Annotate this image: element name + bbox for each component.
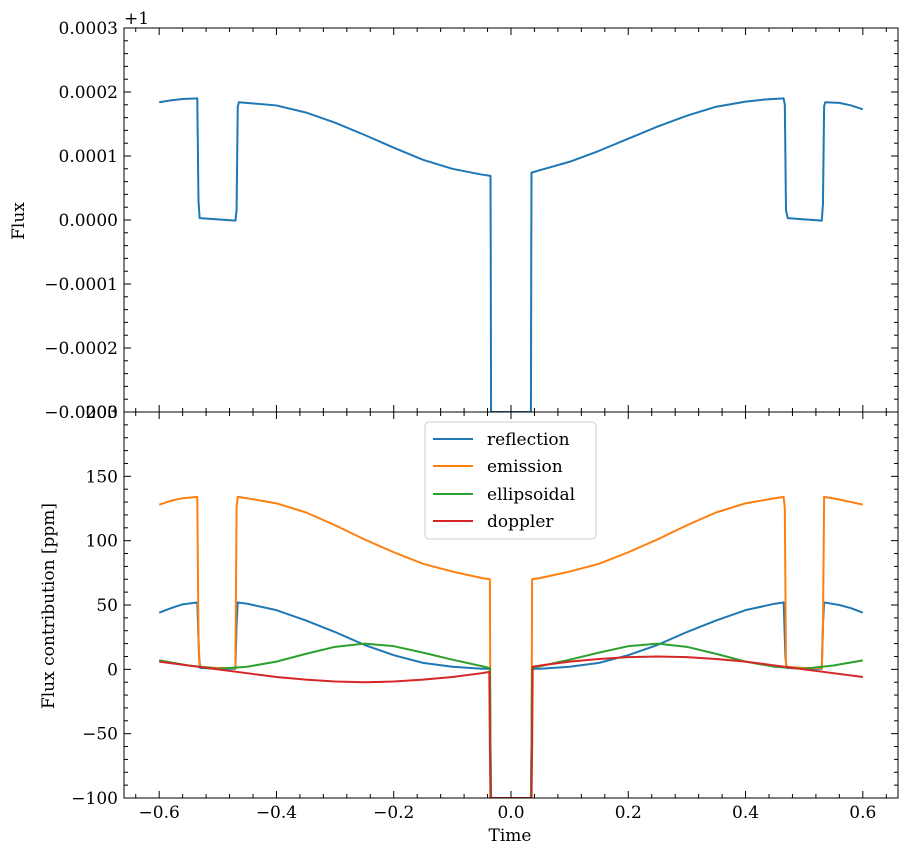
y-tick-label: −100 (71, 789, 118, 809)
series-line-ellipsoidal (159, 642, 863, 798)
legend-entry-reflection: reflection (433, 430, 570, 450)
y-tick-label: −0.0002 (44, 339, 118, 359)
legend-label-ellipsoidal: ellipsoidal (487, 485, 575, 505)
x-tick-label: −0.6 (139, 803, 180, 823)
contribution-panel-frame (123, 411, 899, 799)
x-tick-label: 0.2 (615, 803, 642, 823)
flux-lines (159, 97, 864, 412)
y-tick-label: 0.0002 (59, 83, 118, 103)
legend-entry-doppler: doppler (433, 512, 554, 532)
flux-panel-ticks: −0.0003 −0.0002 −0.0001 0.0000 0.0001 0.0002 0… (44, 19, 898, 423)
y-tick-label: 0.0000 (59, 211, 118, 231)
y-tick-label: −0.0001 (44, 275, 118, 295)
y-tick-label: 0.0003 (59, 19, 118, 39)
legend-label-doppler: doppler (487, 512, 554, 532)
x-tick-label: −0.2 (373, 803, 414, 823)
y-tick-label: 150 (86, 467, 118, 487)
series-line-doppler (159, 655, 863, 798)
legend-label-reflection: reflection (487, 430, 570, 450)
y-tick-label: −0.0003 (44, 403, 118, 423)
flux-panel: −0.0003 −0.0002 −0.0001 0.0000 0.0001 0.0002 0… (9, 9, 899, 423)
legend-label-emission: emission (487, 457, 563, 477)
y-tick-label: 0 (107, 660, 118, 680)
y-tick-label: 200 (86, 403, 118, 423)
y-tick-label: 50 (96, 596, 118, 616)
y-tick-label: 0.0001 (59, 147, 118, 167)
x-tick-label: 0.0 (497, 803, 524, 823)
legend-entry-emission: emission (433, 457, 563, 477)
flux-y-axis-label: Flux (9, 202, 29, 240)
contribution-panel: −100 −50 0 50 100 150 200 −0.6 −0.4 −0.2 0.0 0.2 0.4… (39, 403, 899, 846)
contribution-lines (158, 495, 864, 798)
series-line-emission (158, 495, 864, 798)
contribution-panel-ticks: −100 −50 0 50 100 150 200 −0.6 −0.4 −0.2 0.0 0.2 0.4… (71, 403, 898, 823)
x-tick-label: 0.6 (849, 803, 876, 823)
legend-box (424, 421, 597, 540)
contribution-y-axis-label: Flux contribution [ppm] (39, 503, 59, 709)
y-axis-offset-text: +1 (124, 9, 149, 29)
legend-entry-ellipsoidal: ellipsoidal (433, 485, 575, 505)
series-line-flux (159, 97, 864, 412)
series-line-reflection (158, 601, 864, 798)
legend: reflection emission ellipsoidal doppler (424, 421, 597, 540)
x-tick-label: 0.4 (732, 803, 759, 823)
flux-panel-frame (123, 27, 899, 413)
y-tick-label: 100 (86, 532, 118, 552)
x-axis-label: Time (489, 826, 532, 846)
y-tick-label: −50 (82, 725, 118, 745)
x-tick-label: −0.4 (256, 803, 297, 823)
